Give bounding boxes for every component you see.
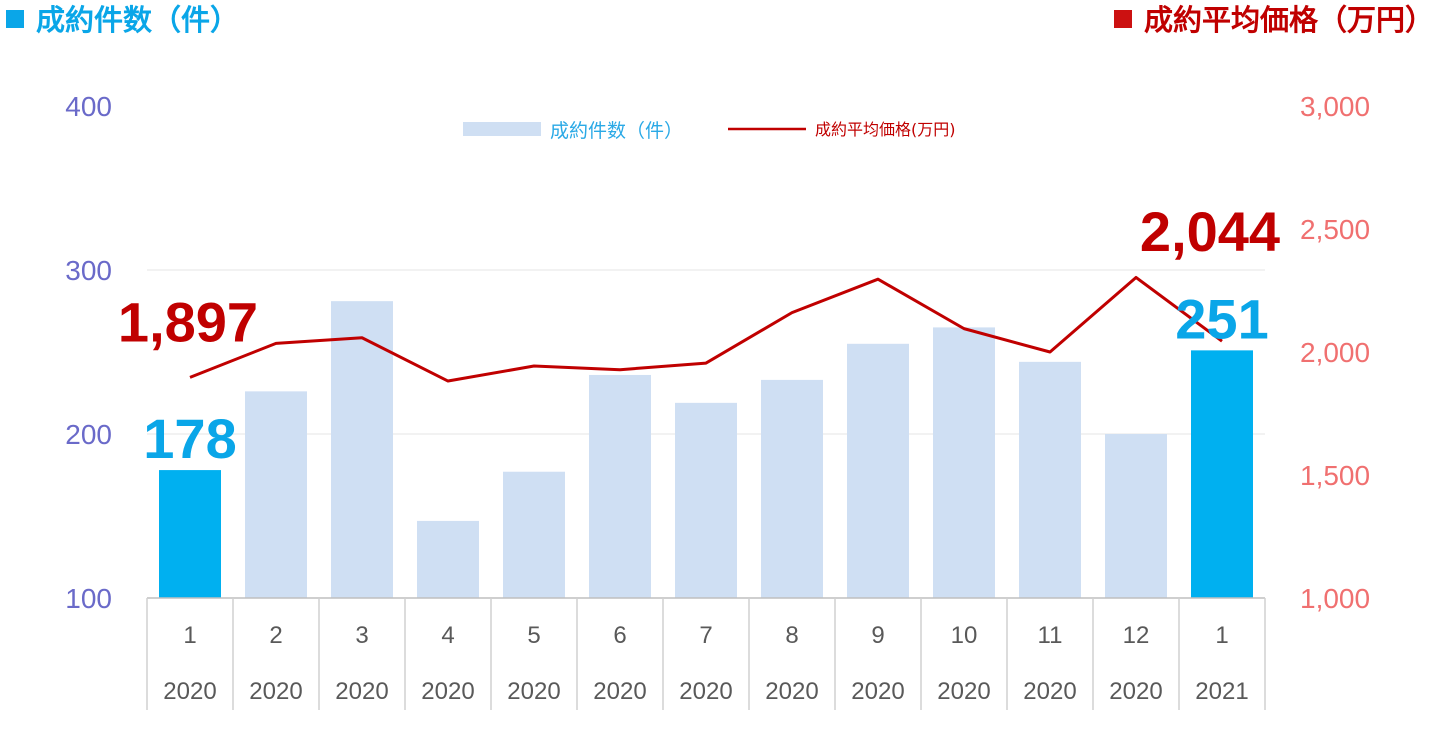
month-label: 7 — [699, 622, 712, 649]
right-tick-label: 1,000 — [1300, 583, 1370, 614]
month-label: 5 — [527, 622, 540, 649]
blue-square-icon — [6, 10, 24, 28]
bar — [589, 374, 651, 598]
bar — [1019, 361, 1081, 598]
month-label: 3 — [355, 622, 368, 649]
line-series — [189, 275, 1223, 383]
year-label: 2020 — [507, 678, 560, 705]
bar — [245, 391, 307, 598]
left-axis-title-text: 成約件数（件） — [36, 3, 240, 37]
right-tick-label: 3,000 — [1300, 91, 1370, 122]
data-annotations: 178 251 1,897 2,044 — [118, 200, 1280, 470]
left-axis-title: 成約件数（件） — [6, 2, 239, 38]
month-label: 2 — [269, 622, 282, 649]
bar — [1105, 434, 1167, 598]
year-label: 2020 — [765, 678, 818, 705]
left-tick-label: 200 — [65, 419, 112, 450]
bar — [847, 343, 909, 598]
right-tick-label: 2,000 — [1300, 337, 1370, 368]
price-annotation: 2,044 — [1140, 200, 1280, 263]
year-label: 2020 — [249, 678, 302, 705]
bar — [1191, 350, 1253, 598]
year-label: 2020 — [163, 678, 216, 705]
legend-bar-swatch — [463, 122, 541, 136]
month-label: 8 — [785, 622, 798, 649]
year-label: 2020 — [937, 678, 990, 705]
bar — [933, 327, 995, 598]
right-axis-title-text: 成約平均価格（万円） — [1143, 3, 1434, 37]
legend: 成約件数（件） 成約平均価格(万円) — [463, 120, 956, 142]
month-label: 6 — [613, 622, 626, 649]
month-label: 1 — [183, 622, 196, 649]
bar — [417, 520, 479, 598]
bar — [503, 471, 565, 598]
left-tick-label: 100 — [65, 583, 112, 614]
category-grid — [146, 597, 1266, 710]
bar — [331, 301, 393, 598]
year-label: 2020 — [421, 678, 474, 705]
bar — [675, 402, 737, 598]
month-label: 11 — [1038, 622, 1063, 649]
month-label: 12 — [1123, 622, 1150, 649]
category-labels: 1 2020 2 2020 3 2020 4 2020 5 2020 6 2020 7 2020 8 2020… — [163, 622, 1248, 705]
legend-bar-label: 成約件数（件） — [550, 120, 683, 142]
count-annotation: 178 — [143, 407, 236, 470]
right-tick-label: 1,500 — [1300, 460, 1370, 491]
price-annotation: 1,897 — [118, 290, 258, 353]
right-axis-title: 成約平均価格（万円） — [1113, 2, 1434, 38]
year-label: 2020 — [1023, 678, 1076, 705]
left-tick-label: 300 — [65, 255, 112, 286]
left-tick-label: 400 — [65, 91, 112, 122]
year-label: 2020 — [1109, 678, 1162, 705]
month-label: 4 — [441, 622, 454, 649]
year-label: 2020 — [851, 678, 904, 705]
month-label: 9 — [871, 622, 884, 649]
month-label: 10 — [951, 622, 978, 649]
month-label: 1 — [1215, 622, 1228, 649]
year-label: 2020 — [335, 678, 388, 705]
red-square-icon — [1113, 10, 1132, 28]
year-label: 2020 — [679, 678, 732, 705]
bar-series — [159, 301, 1253, 598]
bar — [159, 470, 221, 598]
right-tick-label: 2,500 — [1300, 214, 1370, 245]
count-annotation: 251 — [1175, 287, 1268, 350]
axis-ticks: 100 200 300 400 1,000 1,500 2,000 2,500 3,000 — [65, 91, 1370, 614]
year-label: 2020 — [593, 678, 646, 705]
price-line — [189, 275, 1223, 383]
bar — [761, 379, 823, 598]
legend-line-label: 成約平均価格(万円) — [815, 120, 956, 139]
year-label: 2021 — [1195, 678, 1248, 705]
